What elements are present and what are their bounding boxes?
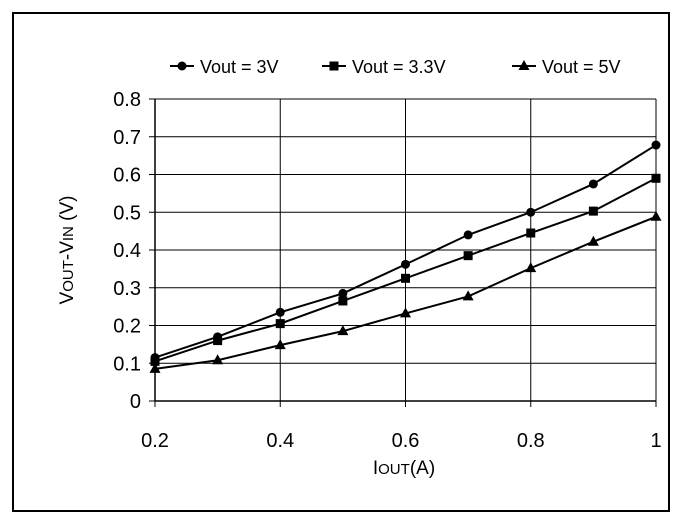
- data-point: [463, 251, 473, 261]
- x-tick-label: 0.2: [141, 430, 169, 452]
- legend-marker: [177, 61, 187, 71]
- data-point: [401, 273, 410, 283]
- data-point: [650, 210, 662, 221]
- y-tick-label: 0.8: [113, 89, 141, 111]
- x-axis-label: IOUT(A): [373, 458, 435, 479]
- y-tick-label: 0.5: [113, 202, 141, 224]
- data-point: [275, 307, 285, 317]
- data-point: [150, 356, 160, 366]
- y-tick-label: 0.4: [113, 240, 141, 262]
- data-point: [401, 259, 410, 269]
- legend-entry: Vout = 3.3V: [322, 57, 446, 77]
- legend-entry: Vout = 3V: [170, 57, 279, 77]
- x-tick-label: 1: [650, 430, 661, 452]
- data-point: [338, 288, 348, 298]
- grid: [155, 98, 657, 401]
- y-tick-label: 0.1: [113, 353, 141, 375]
- series-2: [150, 173, 661, 366]
- x-axis-label-sub: OUT: [378, 461, 410, 478]
- series-group: [149, 140, 662, 373]
- data-point: [337, 325, 349, 336]
- data-point: [462, 290, 474, 301]
- y-tick-labels: 0 0.1 0.2 0.3 0.4 0.5 0.6 0.7 0.8: [113, 89, 141, 413]
- x-axis-label-unit: (A): [410, 458, 435, 479]
- x-tick-labels: 0.2 0.4 0.6 0.8 1: [141, 430, 661, 452]
- data-point: [651, 140, 661, 150]
- data-point: [463, 230, 473, 240]
- series-3: [149, 210, 662, 373]
- chart-frame: [12, 12, 670, 512]
- legend: Vout = 3V Vout = 3.3V Vout = 5V: [170, 57, 621, 77]
- y-axis-label-e: (V): [57, 196, 78, 227]
- x-axis-label-main: I: [373, 458, 378, 479]
- x-tick-label: 0.4: [266, 430, 294, 452]
- data-point: [588, 206, 598, 216]
- data-point: [588, 179, 598, 189]
- data-point: [526, 228, 536, 238]
- data-point: [149, 362, 161, 373]
- y-axis-label-d: IN: [60, 226, 77, 241]
- x-tick-label: 0.6: [392, 430, 420, 452]
- data-point: [525, 262, 537, 273]
- legend-entry: Vout = 5V: [512, 57, 621, 77]
- y-axis-label-a: V: [57, 291, 78, 304]
- y-tick-label: 0.7: [113, 127, 141, 149]
- y-axis-label-b: OUT: [60, 260, 77, 292]
- data-point: [275, 319, 285, 329]
- y-axis-label-c: -V: [57, 241, 78, 260]
- x-tick-label: 0.8: [517, 430, 545, 452]
- y-tick-label: 0: [130, 391, 141, 413]
- y-tick-label: 0.3: [113, 278, 141, 300]
- y-tick-label: 0.6: [113, 165, 141, 187]
- data-point: [274, 339, 286, 350]
- data-point: [213, 336, 223, 346]
- data-point: [651, 173, 661, 183]
- data-point: [526, 207, 536, 217]
- legend-label: Vout = 3V: [200, 57, 279, 77]
- legend-marker: [329, 61, 339, 71]
- y-tick-label: 0.2: [113, 316, 141, 338]
- legend-marker: [518, 60, 530, 70]
- data-point: [338, 296, 348, 306]
- data-point: [400, 307, 411, 318]
- legend-label: Vout = 5V: [542, 57, 621, 77]
- legend-label: Vout = 3.3V: [352, 57, 446, 77]
- data-point: [212, 354, 224, 365]
- y-axis-label: VOUT-VIN (V): [57, 196, 78, 305]
- axes: [149, 98, 657, 407]
- data-point: [587, 235, 599, 246]
